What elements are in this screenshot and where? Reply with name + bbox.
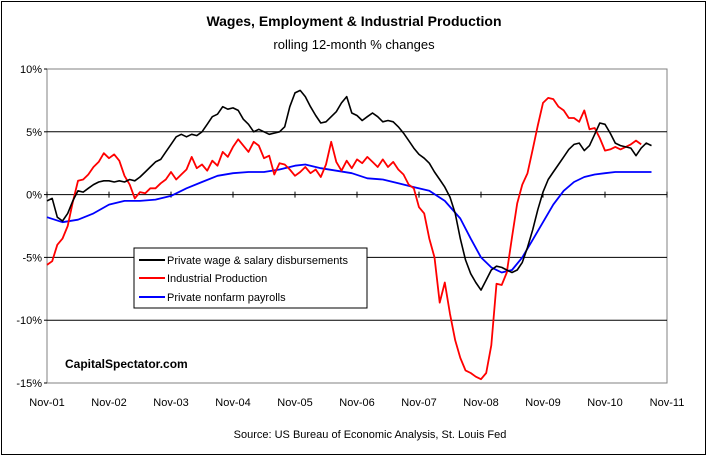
- x-tick-label: Nov-06: [339, 397, 374, 409]
- chart-title: Wages, Employment & Industrial Productio…: [206, 13, 501, 29]
- series-lines: [46, 89, 652, 381]
- legend-label-payrolls: Private nonfarm payrolls: [167, 292, 286, 304]
- y-tick-label: 5%: [26, 127, 42, 139]
- chart-subtitle: rolling 12-month % changes: [273, 37, 435, 52]
- watermark-text: CapitalSpectator.com: [65, 357, 188, 371]
- x-tick-label: Nov-03: [153, 397, 188, 409]
- series-line-2: [46, 163, 652, 274]
- x-tick-label: Nov-07: [401, 397, 436, 409]
- x-tick-label: Nov-05: [277, 397, 312, 409]
- legend: Private wage & salary disbursements Indu…: [133, 247, 368, 309]
- x-tick-label: Nov-04: [215, 397, 250, 409]
- x-axis-ticks: Nov-01 Nov-02 Nov-03 Nov-04 Nov-05 Nov-06 Nov-…: [29, 191, 685, 409]
- y-tick-label: 10%: [20, 64, 42, 76]
- x-tick-label: Nov-09: [525, 397, 560, 409]
- x-tick-label: Nov-01: [29, 397, 64, 409]
- y-tick-label: -15%: [16, 378, 42, 390]
- x-tick-label: Nov-08: [463, 397, 498, 409]
- source-note: Source: US Bureau of Economic Analysis, …: [234, 429, 507, 441]
- y-tick-label: 0%: [26, 190, 42, 202]
- legend-label-industrial-production: Industrial Production: [167, 273, 267, 285]
- y-axis-ticks: 10% 5% 0% -5% -10% -15%: [16, 64, 47, 390]
- y-tick-label: -5%: [22, 252, 42, 264]
- series-line-1: [46, 97, 642, 381]
- series-line-0: [46, 89, 652, 291]
- legend-box: [133, 247, 368, 309]
- y-tick-label: -10%: [16, 315, 42, 327]
- x-tick-label: Nov-11: [650, 397, 685, 409]
- legend-label-wages: Private wage & salary disbursements: [167, 255, 348, 267]
- x-tick-label: Nov-02: [91, 397, 126, 409]
- x-tick-label: Nov-10: [587, 397, 622, 409]
- plot-area: [46, 68, 668, 384]
